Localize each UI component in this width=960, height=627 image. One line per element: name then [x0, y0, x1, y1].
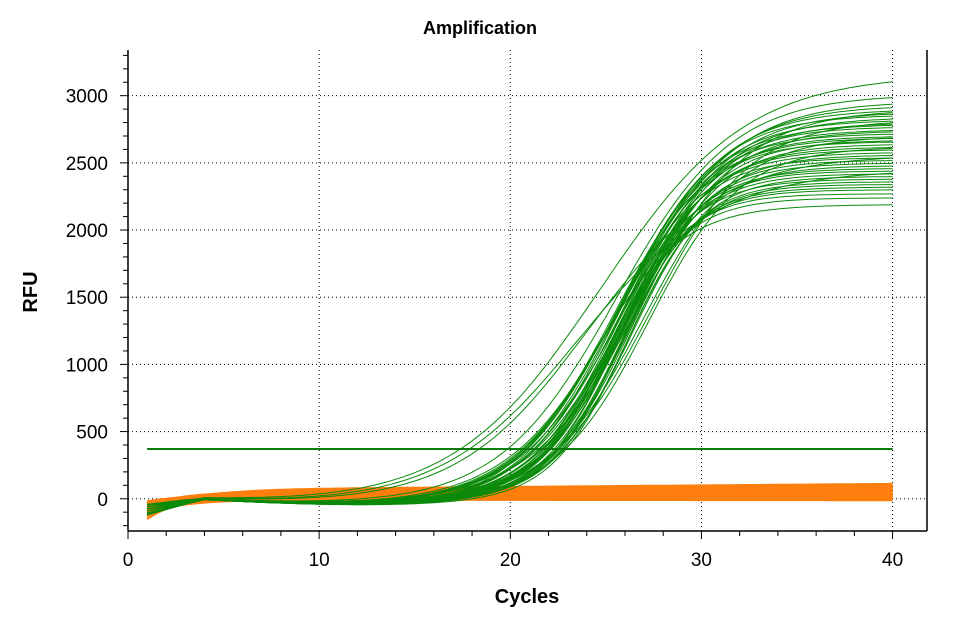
x-axis-label: Cycles	[495, 586, 560, 608]
ticks-layer: 0 10 20 30 40 0 500 1000 1500 2000 2500 3000	[66, 54, 903, 571]
amplification-curve	[147, 140, 893, 506]
amplification-curve	[147, 172, 893, 505]
axes-layer	[127, 50, 928, 532]
y-tick-label: 2000	[66, 221, 108, 242]
x-tick-label: 30	[691, 550, 712, 571]
amplification-curve	[147, 157, 893, 507]
baseline-curve	[147, 498, 893, 504]
x-tick-label: 20	[500, 550, 521, 571]
y-tick-label: 2500	[66, 154, 108, 175]
amplification-curve	[146, 173, 893, 516]
y-tick-label: 0	[97, 490, 108, 511]
chart-title: Amplification	[423, 18, 537, 38]
y-tick-label: 3000	[66, 87, 108, 108]
amplification-curve	[146, 193, 893, 514]
amplification-curve	[146, 122, 893, 512]
x-tick-label: 10	[309, 550, 330, 571]
x-tick-label: 40	[882, 550, 903, 571]
y-tick-label: 500	[76, 423, 108, 444]
x-tick-label: 0	[123, 550, 134, 571]
amplification-curve	[146, 162, 893, 512]
grid-layer	[128, 50, 927, 531]
y-tick-label: 1000	[66, 355, 108, 376]
amplification-curve	[147, 184, 893, 508]
series-layer	[146, 81, 893, 520]
y-tick-label: 1500	[66, 288, 108, 309]
amplification-curve	[146, 81, 893, 515]
amplification-curve	[147, 112, 893, 510]
y-axis-label: RFU	[20, 271, 42, 312]
amplification-curve	[146, 197, 893, 512]
